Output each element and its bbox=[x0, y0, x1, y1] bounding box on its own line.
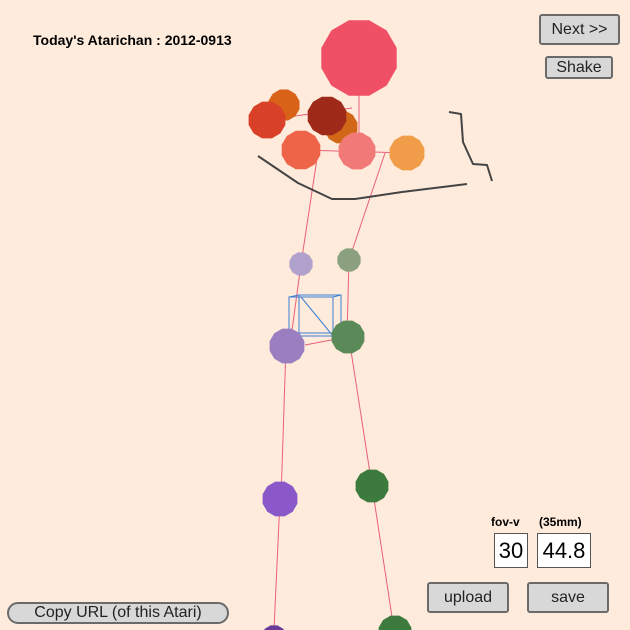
joint-hand-right[interactable] bbox=[337, 248, 361, 272]
bone-left-shin bbox=[273, 498, 281, 630]
fov-label: fov-v bbox=[491, 515, 520, 529]
shake-button[interactable]: Shake bbox=[545, 56, 613, 79]
bone-left-forearm bbox=[300, 151, 319, 265]
sketch-strokes bbox=[257, 111, 493, 200]
joint-knee-left[interactable] bbox=[262, 481, 298, 517]
joints bbox=[248, 20, 425, 630]
bone-right-forearm bbox=[348, 152, 386, 261]
bone-right-thigh bbox=[348, 337, 373, 487]
copy-url-button[interactable]: Copy URL (of this Atari) bbox=[7, 602, 229, 624]
joint-hip-left[interactable] bbox=[269, 328, 305, 364]
joint-elbow-left[interactable] bbox=[281, 130, 321, 170]
joint-hand-left[interactable] bbox=[289, 252, 313, 276]
joint-head[interactable] bbox=[321, 20, 397, 96]
focal-length-input[interactable] bbox=[537, 533, 591, 568]
next-button[interactable]: Next >> bbox=[539, 14, 620, 45]
bone-left-thigh bbox=[280, 345, 287, 500]
fov-input[interactable] bbox=[494, 533, 528, 568]
upload-button[interactable]: upload bbox=[427, 582, 509, 613]
joint-foot-left[interactable] bbox=[261, 625, 286, 630]
page-title: Today's Atarichan : 2012-0913 bbox=[33, 32, 232, 48]
stroke-right-squiggle bbox=[448, 111, 493, 182]
joint-foot-right[interactable] bbox=[378, 615, 412, 630]
joint-knee-right[interactable] bbox=[355, 469, 389, 503]
joint-chest[interactable] bbox=[338, 132, 376, 170]
stroke-arm-curve bbox=[257, 155, 468, 200]
focal-length-label: (35mm) bbox=[539, 515, 582, 529]
joint-shoulder-right[interactable] bbox=[307, 96, 347, 136]
joint-hip-right[interactable] bbox=[331, 320, 365, 354]
joint-elbow-right[interactable] bbox=[389, 135, 425, 171]
joint-shoulder-left[interactable] bbox=[248, 101, 286, 139]
save-button[interactable]: save bbox=[527, 582, 609, 613]
bone-right-shin bbox=[371, 485, 395, 630]
